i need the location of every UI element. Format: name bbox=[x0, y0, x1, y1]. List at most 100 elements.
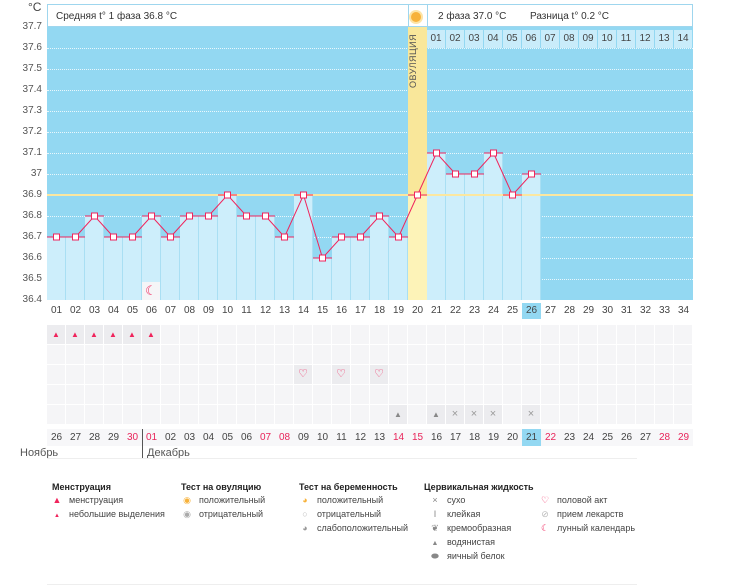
symptom-cell[interactable] bbox=[85, 405, 103, 424]
temperature-point[interactable] bbox=[91, 212, 98, 220]
cycle-day-label[interactable]: 27 bbox=[544, 305, 557, 316]
symptom-cell[interactable] bbox=[313, 325, 331, 344]
calendar-date[interactable]: 12 bbox=[351, 429, 370, 446]
calendar-date[interactable]: 01 bbox=[142, 429, 161, 446]
calendar-date[interactable]: 20 bbox=[503, 429, 522, 446]
symptom-cell[interactable] bbox=[560, 345, 578, 364]
calendar-date[interactable]: 29 bbox=[674, 429, 693, 446]
symptom-cell[interactable] bbox=[199, 345, 217, 364]
temperature-point[interactable] bbox=[205, 212, 212, 220]
cycle-day-label[interactable]: 04 bbox=[107, 305, 120, 316]
calendar-date[interactable]: 03 bbox=[180, 429, 199, 446]
calendar-date[interactable]: 17 bbox=[446, 429, 465, 446]
symptom-cell[interactable] bbox=[389, 365, 407, 384]
symptom-cell[interactable] bbox=[408, 325, 426, 344]
symptom-cell[interactable] bbox=[237, 325, 255, 344]
temperature-point[interactable] bbox=[490, 149, 497, 157]
symptom-cell[interactable] bbox=[104, 385, 122, 404]
temperature-point[interactable] bbox=[376, 212, 383, 220]
symptom-cell[interactable] bbox=[275, 365, 293, 384]
symptom-cell[interactable] bbox=[332, 385, 350, 404]
symptom-cell[interactable] bbox=[503, 365, 521, 384]
symptom-cell[interactable] bbox=[655, 325, 673, 344]
symptom-cell[interactable] bbox=[104, 405, 122, 424]
symptom-cell[interactable] bbox=[47, 405, 65, 424]
symptom-cell[interactable] bbox=[427, 385, 445, 404]
symptom-cell[interactable] bbox=[465, 325, 483, 344]
symptom-cell[interactable] bbox=[408, 385, 426, 404]
cycle-day-label[interactable]: 14 bbox=[297, 305, 310, 316]
calendar-date[interactable]: 26 bbox=[617, 429, 636, 446]
cycle-day-label[interactable]: 11 bbox=[241, 305, 252, 316]
symptom-cell[interactable] bbox=[294, 385, 312, 404]
symptom-cell[interactable] bbox=[541, 385, 559, 404]
symptom-cell[interactable] bbox=[503, 345, 521, 364]
symptom-cell[interactable] bbox=[674, 365, 692, 384]
cycle-day-label[interactable]: 23 bbox=[468, 305, 481, 316]
symptom-cell[interactable] bbox=[332, 345, 350, 364]
cycle-day-label[interactable]: 28 bbox=[563, 305, 576, 316]
cycle-day-label[interactable]: 33 bbox=[658, 305, 671, 316]
cycle-day-label[interactable]: 30 bbox=[601, 305, 614, 316]
symptom-cell[interactable] bbox=[579, 365, 597, 384]
calendar-date[interactable]: 04 bbox=[199, 429, 218, 446]
symptom-cell[interactable] bbox=[617, 345, 635, 364]
symptom-cell[interactable]: ♡ bbox=[294, 365, 312, 384]
symptom-cell[interactable] bbox=[522, 385, 540, 404]
symptom-cell[interactable] bbox=[85, 385, 103, 404]
symptom-cell[interactable] bbox=[522, 365, 540, 384]
symptom-cell[interactable] bbox=[180, 325, 198, 344]
symptom-cell[interactable] bbox=[275, 325, 293, 344]
calendar-date[interactable]: 09 bbox=[294, 429, 313, 446]
symptom-cell[interactable] bbox=[218, 405, 236, 424]
calendar-date[interactable]: 30 bbox=[123, 429, 142, 446]
temperature-point[interactable] bbox=[300, 191, 307, 199]
symptom-cell[interactable]: ▲ bbox=[389, 405, 407, 424]
calendar-date[interactable]: 13 bbox=[370, 429, 389, 446]
cycle-day-label[interactable]: 34 bbox=[677, 305, 690, 316]
symptom-cell[interactable] bbox=[408, 345, 426, 364]
temperature-point[interactable] bbox=[433, 149, 440, 157]
cycle-day-label[interactable]: 32 bbox=[639, 305, 652, 316]
symptom-cell[interactable] bbox=[370, 405, 388, 424]
symptom-cell[interactable]: ▲ bbox=[85, 325, 103, 344]
symptom-cell[interactable] bbox=[484, 345, 502, 364]
cycle-day-label[interactable]: 02 bbox=[69, 305, 82, 316]
symptom-cell[interactable] bbox=[389, 325, 407, 344]
symptom-cell[interactable] bbox=[522, 345, 540, 364]
symptom-cell[interactable] bbox=[579, 405, 597, 424]
symptom-cell[interactable] bbox=[66, 365, 84, 384]
symptom-cell[interactable] bbox=[636, 405, 654, 424]
calendar-date[interactable]: 18 bbox=[465, 429, 484, 446]
symptom-cell[interactable] bbox=[541, 325, 559, 344]
temperature-point[interactable] bbox=[528, 170, 535, 178]
symptom-cell[interactable] bbox=[674, 385, 692, 404]
symptom-cell[interactable]: ▲ bbox=[427, 405, 445, 424]
calendar-date[interactable]: 23 bbox=[560, 429, 579, 446]
symptom-cell[interactable] bbox=[465, 345, 483, 364]
symptom-cell[interactable] bbox=[465, 385, 483, 404]
symptom-cell[interactable]: × bbox=[465, 405, 483, 424]
symptom-cell[interactable] bbox=[313, 345, 331, 364]
symptom-cell[interactable] bbox=[636, 365, 654, 384]
symptom-cell[interactable] bbox=[446, 385, 464, 404]
symptom-cell[interactable] bbox=[313, 385, 331, 404]
temperature-point[interactable] bbox=[186, 212, 193, 220]
temperature-point[interactable] bbox=[53, 233, 60, 241]
temperature-point[interactable] bbox=[509, 191, 516, 199]
symptom-cell[interactable] bbox=[522, 325, 540, 344]
calendar-date[interactable]: 25 bbox=[598, 429, 617, 446]
calendar-date[interactable]: 14 bbox=[389, 429, 408, 446]
cycle-day-label[interactable]: 29 bbox=[582, 305, 595, 316]
calendar-date[interactable]: 11 bbox=[332, 429, 351, 446]
cycle-day-label[interactable]: 07 bbox=[164, 305, 177, 316]
symptom-cell[interactable] bbox=[503, 325, 521, 344]
symptom-cell[interactable] bbox=[47, 365, 65, 384]
symptom-cell[interactable] bbox=[655, 365, 673, 384]
calendar-date[interactable]: 26 bbox=[47, 429, 66, 446]
symptom-cell[interactable] bbox=[332, 325, 350, 344]
symptom-cell[interactable] bbox=[579, 385, 597, 404]
cycle-day-label[interactable]: 05 bbox=[126, 305, 139, 316]
symptom-cell[interactable] bbox=[123, 345, 141, 364]
symptom-cell[interactable] bbox=[237, 405, 255, 424]
